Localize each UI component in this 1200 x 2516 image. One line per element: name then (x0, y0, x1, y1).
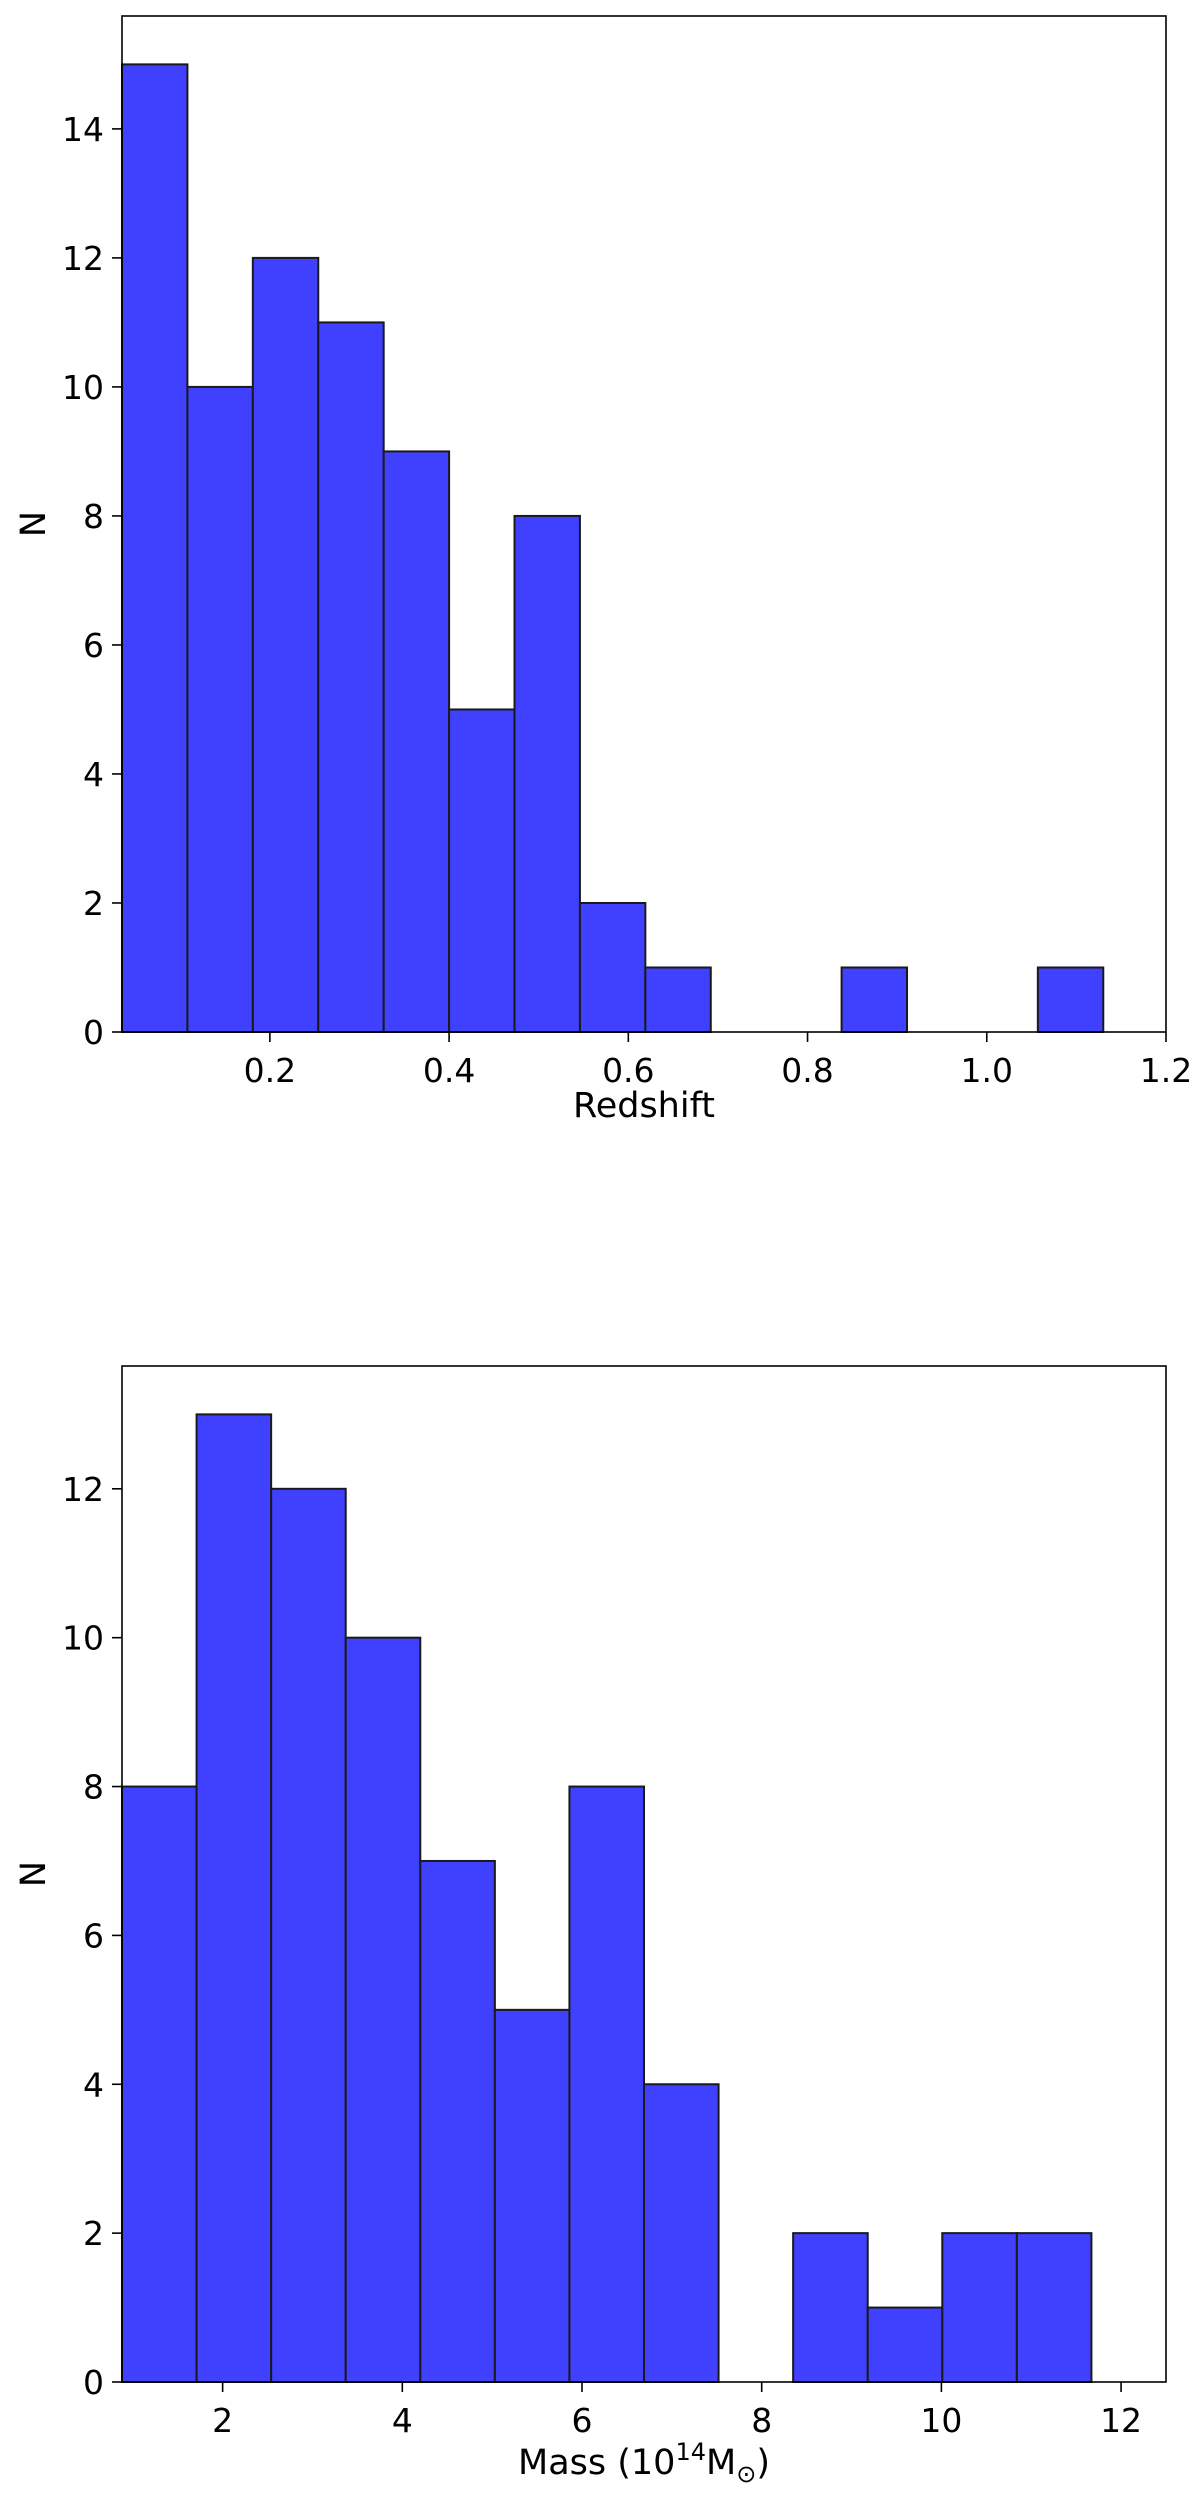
mass-bar-10 (866, 2306, 944, 2384)
redshift-x-tick-label-3: 0.8 (781, 1051, 833, 1090)
mass-x-axis-label-unit: M (706, 2443, 736, 2483)
redshift-plot-frame (121, 15, 1167, 1033)
mass-y-tick-label-0: 0 (83, 2363, 104, 2402)
mass-histogram: 2 4 6 8 10 12 0 2 4 6 8 10 12 Mass (1014M⊙) N (14, 1365, 1167, 2488)
mass-y-tick-label-4: 8 (83, 1768, 104, 1807)
redshift-x-tick-label-2: 0.6 (602, 1051, 654, 1090)
mass-bar-7 (643, 2083, 720, 2383)
mass-bar-12 (1015, 2232, 1093, 2383)
mass-bar-5 (493, 2008, 571, 2384)
redshift-y-tick-label-6: 12 (62, 239, 104, 278)
redshift-y-tick-label-1: 2 (83, 884, 104, 923)
mass-y-tick-label-1: 2 (83, 2214, 104, 2253)
redshift-y-tick-label-7: 14 (62, 110, 104, 149)
mass-y-tick-label-5: 10 (62, 1619, 104, 1658)
mass-bar-1 (195, 1413, 273, 2383)
mass-bars (121, 1413, 1093, 2384)
mass-y-axis-label: N (14, 1861, 54, 1887)
redshift-x-tick-label-1: 0.4 (423, 1051, 475, 1090)
redshift-bars (121, 63, 1105, 1033)
mass-x-tick-label-0: 2 (212, 2401, 233, 2440)
redshift-y-tick-label-2: 4 (83, 755, 104, 794)
mass-y-tick-label-6: 12 (62, 1470, 104, 1509)
redshift-bar-3 (317, 321, 385, 1033)
redshift-y-tick-label-0: 0 (83, 1013, 104, 1052)
redshift-bar-4 (382, 450, 451, 1033)
redshift-y-axis-label: N (14, 511, 54, 537)
redshift-bar-6 (513, 514, 581, 1033)
mass-bar-3 (344, 1636, 422, 2383)
mass-x-tick-label-1: 4 (392, 2401, 413, 2440)
mass-bar-4 (419, 1859, 496, 2383)
redshift-bar-0 (121, 63, 189, 1033)
mass-x-axis-label-solar-symbol: ⊙ (736, 2460, 756, 2488)
redshift-x-ticks: 0.2 0.4 0.6 0.8 1.0 1.2 (244, 1032, 1192, 1090)
mass-x-axis-label-main: Mass (10 (518, 2443, 675, 2483)
mass-bar-11 (941, 2232, 1018, 2383)
mass-bar-6 (568, 1785, 646, 2383)
redshift-y-tick-label-3: 6 (83, 626, 104, 665)
redshift-y-ticks: 0 2 4 6 8 10 12 14 (62, 110, 122, 1052)
redshift-bar-2 (251, 256, 320, 1033)
redshift-y-tick-label-4: 8 (83, 497, 104, 536)
redshift-x-tick-label-4: 1.0 (961, 1051, 1013, 1090)
redshift-bar-1 (186, 385, 254, 1033)
mass-plot-frame (121, 1365, 1167, 2383)
mass-x-axis-label-close: ) (756, 2443, 770, 2483)
mass-x-tick-label-3: 8 (751, 2401, 772, 2440)
redshift-bar-14 (1036, 966, 1105, 1033)
redshift-bar-8 (644, 966, 712, 1033)
mass-x-tick-label-4: 10 (920, 2401, 962, 2440)
redshift-y-tick-label-5: 10 (62, 368, 104, 407)
mass-bar-2 (270, 1487, 347, 2384)
mass-y-tick-label-3: 6 (83, 1916, 104, 1955)
mass-x-tick-label-2: 6 (572, 2401, 593, 2440)
redshift-bar-7 (578, 901, 647, 1033)
redshift-x-tick-label-5: 1.2 (1140, 1051, 1192, 1090)
redshift-x-tick-label-0: 0.2 (244, 1051, 296, 1090)
mass-x-axis-label-exponent: 14 (675, 2438, 706, 2466)
mass-x-ticks: 2 4 6 8 10 12 (212, 2382, 1142, 2440)
redshift-bar-5 (448, 708, 516, 1033)
mass-x-axis-label: Mass (1014M⊙) (518, 2438, 770, 2488)
redshift-bar-11 (840, 966, 909, 1033)
redshift-x-axis-label: Redshift (573, 1086, 715, 1126)
mass-bar-0 (121, 1785, 198, 2383)
mass-y-ticks: 0 2 4 6 8 10 12 (62, 1470, 122, 2402)
mass-bar-9 (792, 2232, 869, 2383)
mass-y-tick-label-2: 4 (83, 2065, 104, 2104)
mass-x-tick-label-5: 12 (1100, 2401, 1142, 2440)
